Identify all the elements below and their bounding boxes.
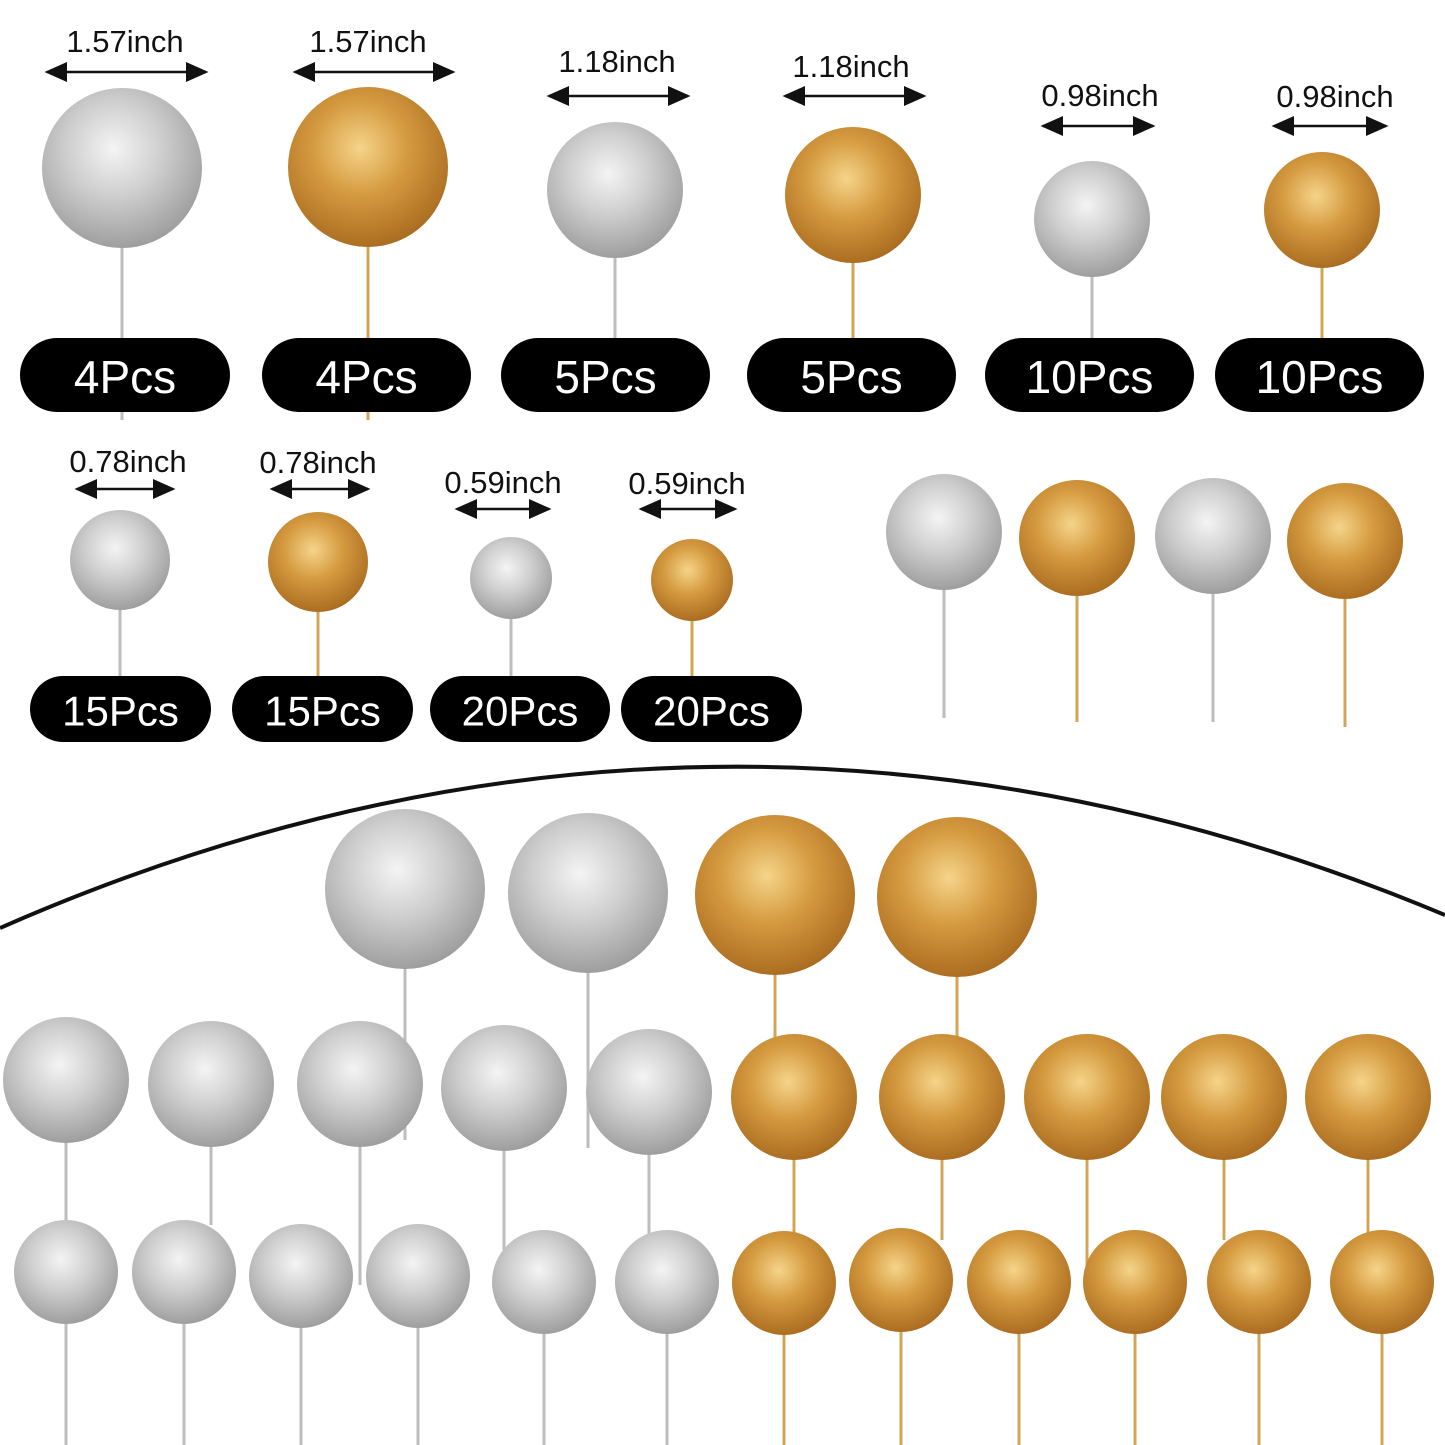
gold-pearl: [1207, 1230, 1311, 1334]
gold-pearl: [967, 1230, 1071, 1334]
quantity-label: 15Pcs: [264, 688, 381, 735]
gold-pearl: [731, 1034, 857, 1160]
quantity-label: 4Pcs: [74, 351, 176, 403]
silver-pearl: [249, 1224, 353, 1328]
gold-pearl: [1161, 1034, 1287, 1160]
dimension-label: 0.59inch: [628, 466, 745, 501]
silver-pearl: [586, 1029, 712, 1155]
silver-pearl: [441, 1025, 567, 1151]
quantity-badge: [20, 338, 230, 412]
silver-pearl: [366, 1224, 470, 1328]
dimension-label: 0.98inch: [1276, 79, 1393, 114]
silver-pearl-1.18inch: [547, 122, 683, 258]
display-arc: [0, 764, 1445, 930]
quantity-label: 20Pcs: [653, 688, 770, 735]
quantity-label: 10Pcs: [1256, 351, 1384, 403]
gold-pearl-0.59inch: [651, 539, 733, 621]
quantity-label: 4Pcs: [315, 351, 417, 403]
quantity-badge: [501, 338, 710, 412]
gold-pearl-0.98inch: [1264, 152, 1380, 268]
gold-pearl: [1305, 1034, 1431, 1160]
silver-pearl: [3, 1017, 129, 1143]
dimension-label: 1.57inch: [66, 24, 183, 59]
silver-pearl-0.98inch: [1034, 161, 1150, 277]
quantity-badge: [232, 676, 413, 742]
silver-pearl-0.59inch: [470, 537, 552, 619]
dimension-label: 0.78inch: [69, 444, 186, 479]
gold-pearl: [1019, 480, 1135, 596]
silver-pearl-0.78inch: [70, 510, 170, 610]
gold-pearl: [1330, 1230, 1434, 1334]
gold-pearl: [695, 815, 855, 975]
gold-pearl: [1024, 1034, 1150, 1160]
gold-pearl: [879, 1034, 1005, 1160]
dimension-label: 1.18inch: [792, 49, 909, 84]
silver-pearl: [615, 1230, 719, 1334]
dimension-label: 1.57inch: [309, 24, 426, 59]
silver-pearl: [325, 809, 485, 969]
silver-pearl: [148, 1021, 274, 1147]
gold-pearl: [877, 817, 1037, 977]
dimension-label: 0.98inch: [1041, 78, 1158, 113]
gold-pearl: [849, 1228, 953, 1332]
quantity-badge: [747, 338, 956, 412]
gold-pearl-1.18inch: [785, 127, 921, 263]
gold-pearl: [732, 1231, 836, 1335]
dimension-label: 1.18inch: [558, 44, 675, 79]
dimension-label: 0.59inch: [444, 465, 561, 500]
quantity-label: 20Pcs: [462, 688, 579, 735]
gold-pearl-0.78inch: [268, 512, 368, 612]
gold-pearl-1.57inch: [288, 87, 448, 247]
quantity-badge: [621, 676, 802, 742]
quantity-label: 5Pcs: [800, 351, 902, 403]
silver-pearl: [132, 1220, 236, 1324]
quantity-badge: [262, 338, 471, 412]
quantity-badge: [30, 676, 211, 742]
silver-pearl: [1155, 478, 1271, 594]
silver-pearl: [886, 474, 1002, 590]
quantity-badge: [430, 676, 610, 742]
gold-pearl: [1287, 483, 1403, 599]
quantity-badge: [1215, 338, 1424, 412]
silver-pearl: [297, 1021, 423, 1147]
silver-pearl: [14, 1220, 118, 1324]
quantity-label: 15Pcs: [62, 688, 179, 735]
silver-pearl: [508, 813, 668, 973]
silver-pearl-1.57inch: [42, 88, 202, 248]
quantity-label: 5Pcs: [554, 351, 656, 403]
gold-pearl: [1083, 1230, 1187, 1334]
dimension-label: 0.78inch: [259, 445, 376, 480]
quantity-label: 10Pcs: [1026, 351, 1154, 403]
quantity-badge: [985, 338, 1194, 412]
silver-pearl: [492, 1230, 596, 1334]
